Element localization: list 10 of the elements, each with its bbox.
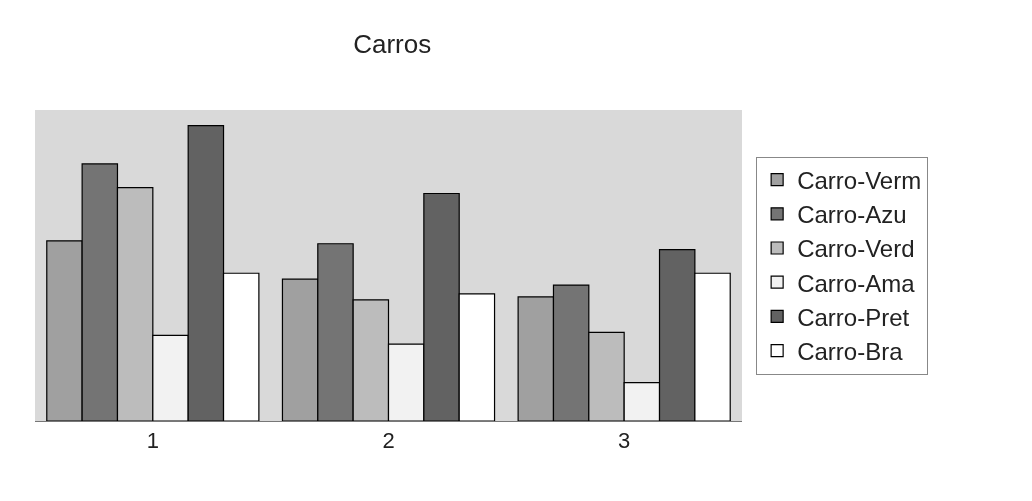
x-tick-label: 2 xyxy=(382,428,395,454)
legend-label: Carro-Pret xyxy=(797,303,910,331)
legend-label: Carro-Verd xyxy=(797,235,915,263)
legend-label: Carro-Ama xyxy=(797,269,916,297)
legend-label: Carro-Verm xyxy=(797,166,922,194)
x-tick-label: 3 xyxy=(618,428,631,454)
x-tick-label: 1 xyxy=(146,428,159,454)
legend-label: Carro-Azu xyxy=(797,201,907,229)
legend-label: Carro-Bra xyxy=(797,337,904,365)
chart-title: Carros xyxy=(353,29,432,60)
